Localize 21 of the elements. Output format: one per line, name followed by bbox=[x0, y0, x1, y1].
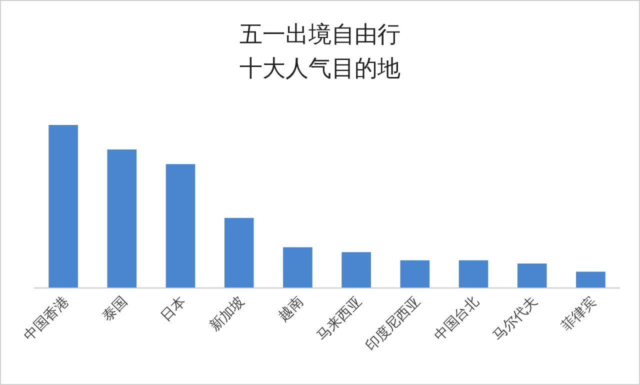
chart-title: 五一出境自由行十大人气目的地 bbox=[240, 22, 400, 82]
bar bbox=[342, 252, 371, 288]
bar bbox=[224, 218, 254, 288]
bar bbox=[458, 260, 488, 288]
bar bbox=[107, 149, 137, 288]
bar bbox=[400, 260, 430, 288]
bar bbox=[166, 164, 196, 288]
x-tick-label: 中国台北 bbox=[431, 294, 482, 344]
x-tick-label: 马来西亚 bbox=[314, 294, 366, 344]
x-tick-label: 印度尼西亚 bbox=[362, 294, 424, 354]
x-tick-label: 日本 bbox=[158, 294, 190, 325]
x-tick-label: 泰国 bbox=[100, 294, 131, 325]
bar bbox=[283, 247, 312, 288]
x-tick-label: 菲律宾 bbox=[558, 294, 600, 335]
bar bbox=[576, 272, 606, 288]
bar bbox=[48, 125, 78, 288]
x-tick-label: 越南 bbox=[275, 294, 307, 325]
x-tick-label: 马尔代夫 bbox=[490, 294, 541, 344]
x-tick-label: 新加坡 bbox=[206, 294, 248, 335]
bar bbox=[517, 264, 547, 288]
x-tick-label: 中国香港 bbox=[21, 294, 72, 344]
